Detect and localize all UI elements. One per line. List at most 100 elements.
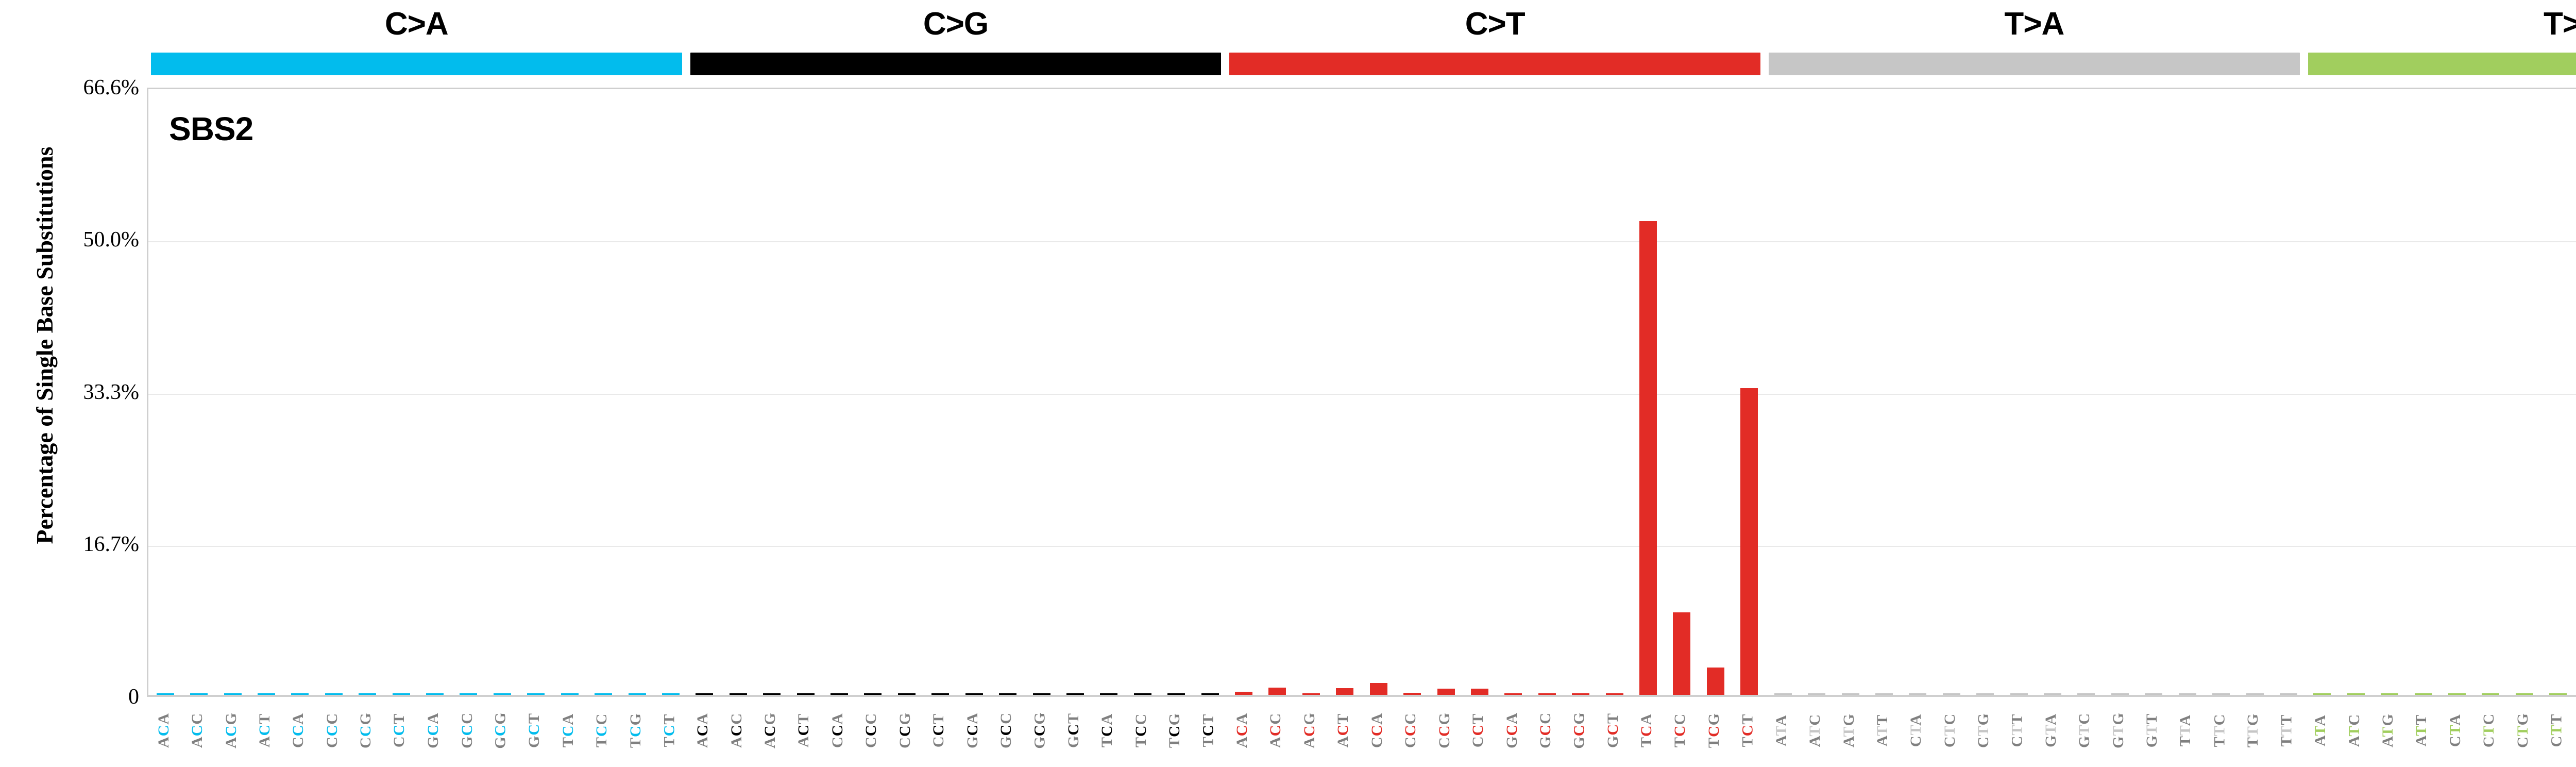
x-axis-tick-A[T>C]C: ATC: [2345, 713, 2363, 747]
mutation-class-C-to-T: C>T: [1225, 0, 1765, 88]
y-axis-tick-label: 0: [128, 685, 139, 709]
mutation-class-label: T>C: [2544, 6, 2576, 42]
bar-C[T>C]T: [2549, 693, 2567, 695]
x-axis-tick-T[C>T]C: TCC: [1671, 713, 1689, 748]
signature-name-label: SBS2: [169, 110, 253, 147]
x-axis-tick-A[C>A]G: ACG: [222, 712, 240, 748]
x-axis-tick-G[C>G]G: GCG: [1031, 712, 1048, 749]
x-axis-tick-C[T>C]T: CTT: [2548, 713, 2565, 747]
bar-A[T>A]C: [1808, 693, 1826, 695]
x-axis-tick-G[C>T]A: GCA: [1503, 712, 1520, 748]
bar-T[T>A]A: [2178, 693, 2196, 695]
bar-G[C>A]T: [527, 693, 545, 695]
bar-G[T>A]A: [2044, 693, 2062, 695]
bar-G[C>G]T: [1066, 693, 1084, 695]
bar-T[C>G]A: [1100, 693, 1118, 695]
x-axis-tick-A[C>G]G: ACG: [761, 712, 779, 748]
x-axis-tick-G[C>G]A: GCA: [963, 712, 981, 748]
bar-A[T>A]T: [1875, 693, 1893, 695]
bar-C[C>A]C: [325, 693, 343, 695]
mutation-class-color-bar: [690, 53, 1222, 75]
bar-C[T>A]A: [1909, 693, 1927, 695]
bar-A[T>C]G: [2381, 693, 2399, 695]
bar-C[C>G]A: [831, 693, 849, 695]
bar-G[C>T]G: [1572, 693, 1590, 695]
bar-C[T>C]G: [2515, 693, 2533, 695]
x-axis-tick-A[C>T]G: ACG: [1300, 712, 1318, 748]
x-axis-tick-G[C>T]C: GCC: [1536, 712, 1554, 748]
bar-T[C>G]C: [1133, 693, 1151, 695]
x-axis-tick-A[C>T]A: ACA: [1233, 712, 1251, 748]
bar-A[T>A]G: [1841, 693, 1859, 695]
x-axis-tick-A[C>G]A: ACA: [694, 712, 711, 748]
bar-C[T>C]A: [2448, 693, 2466, 695]
bar-G[C>G]A: [965, 693, 983, 695]
bar-A[C>G]C: [729, 693, 747, 695]
x-axis-tick-A[T>C]T: ATT: [2413, 714, 2430, 747]
x-axis-tick-C[T>C]C: CTC: [2480, 713, 2498, 748]
mutation-class-header-band: C>AC>GC>TT>AT>CT>G: [147, 0, 2576, 88]
bar-T[C>A]A: [561, 693, 579, 695]
x-axis-tick-A[T>C]A: ATA: [2312, 714, 2329, 746]
x-axis-tick-T[C>G]C: TCC: [1132, 713, 1149, 748]
bar-T[C>A]G: [628, 693, 646, 695]
bar-A[C>A]T: [257, 693, 275, 695]
x-axis-tick-G[T>A]C: GTC: [2076, 712, 2093, 748]
x-axis-tick-G[T>C]A: GTA: [2573, 699, 2576, 767]
bar-G[T>A]T: [2145, 693, 2163, 695]
bar-T[C>T]T: [1740, 388, 1758, 695]
x-axis-tick-T[C>A]C: TCC: [593, 713, 611, 748]
bar-C[C>G]T: [931, 693, 950, 695]
bar-C[C>A]G: [359, 693, 377, 695]
y-axis-tick-label: 33.3%: [83, 380, 140, 404]
mutation-class-color-bar: [1769, 53, 2300, 75]
bar-T[C>T]A: [1639, 221, 1657, 695]
x-axis-tick-G[C>A]A: GCA: [425, 712, 442, 748]
x-axis-tick-A[T>A]C: ATC: [1806, 713, 1824, 747]
mutation-class-T-to-C: T>C: [2304, 0, 2576, 88]
bar-G[C>A]A: [426, 693, 444, 695]
bar-A[C>T]G: [1302, 693, 1320, 695]
bar-C[T>A]C: [1942, 693, 1960, 695]
mutation-class-color-bar: [2308, 53, 2576, 75]
x-axis-tick-G[T>A]G: GTG: [2109, 712, 2127, 748]
bar-G[C>A]G: [493, 693, 511, 695]
x-axis-tick-T[C>T]T: TCT: [1739, 713, 1756, 747]
x-axis-tick-T[C>T]A: TCA: [1638, 713, 1655, 748]
x-axis-tick-T[T>A]G: TTG: [2244, 713, 2262, 748]
bar-A[C>A]G: [224, 693, 242, 695]
mutation-class-C-to-G: C>G: [686, 0, 1226, 88]
bar-A[C>G]G: [763, 693, 781, 695]
x-axis-tick-C[C>A]G: CCG: [357, 712, 375, 748]
bar-C[T>A]G: [1976, 693, 1994, 695]
x-axis-tick-C[T>A]A: CTA: [1907, 713, 1925, 747]
x-axis-tick-A[C>T]T: ACT: [1334, 713, 1352, 748]
x-axis-tick-G[T>A]T: GTT: [2143, 713, 2161, 748]
gridline: [148, 545, 2576, 547]
x-axis-tick-labels: ACA ACC ACG ACT CCA CCC CCG CCT GCA GCC GCG GCT TCA T…: [147, 699, 2576, 767]
x-axis-tick-G[C>G]C: GCC: [997, 712, 1015, 748]
x-axis-tick-T[C>A]T: TCT: [660, 713, 677, 747]
bar-C[C>A]T: [392, 693, 410, 695]
bar-A[T>C]C: [2347, 693, 2365, 695]
x-axis-tick-C[C>T]C: CCC: [1402, 712, 1419, 748]
bar-C[C>T]C: [1403, 692, 1421, 695]
plot-area: SBS2: [147, 88, 2576, 697]
mutation-class-color-bar: [151, 53, 682, 75]
mutation-class-label: C>A: [384, 6, 449, 42]
x-axis-tick-A[T>A]A: ATA: [1772, 714, 1790, 746]
x-axis-tick-G[C>T]T: GCT: [1604, 712, 1621, 748]
x-axis-tick-T[C>T]G: TCG: [1705, 712, 1722, 748]
x-axis-tick-G[C>A]T: GCT: [526, 712, 543, 748]
x-axis-tick-G[C>T]G: GCG: [1570, 712, 1588, 749]
bar-A[T>C]T: [2414, 693, 2432, 695]
bar-C[C>G]C: [864, 693, 882, 695]
x-axis-tick-T[C>A]A: TCA: [559, 713, 577, 748]
x-axis-tick-A[C>A]A: ACA: [155, 712, 172, 748]
bar-G[C>A]C: [460, 693, 478, 695]
x-axis-tick-C[T>A]G: CTG: [1975, 712, 1992, 748]
x-axis-tick-T[T>A]C: TTC: [2211, 713, 2228, 747]
gridline: [148, 394, 2576, 395]
bar-T[T>A]G: [2246, 693, 2264, 695]
x-axis-tick-G[T>A]A: GTA: [2042, 713, 2060, 747]
